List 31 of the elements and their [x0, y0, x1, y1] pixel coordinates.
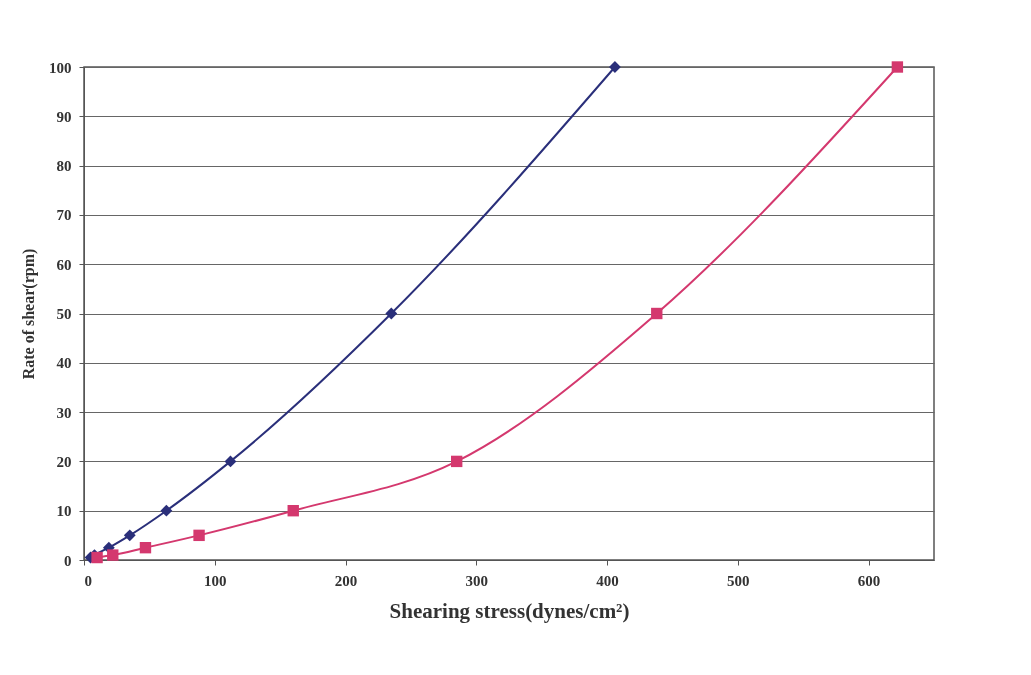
y-axis-title: Rate of shear(rpm)	[20, 248, 38, 380]
y-tick-label: 10	[56, 503, 72, 520]
y-tick-label: 100	[49, 59, 72, 76]
x-tick-label: 600	[857, 572, 881, 589]
x-tick-label: 0	[84, 572, 92, 589]
x-axis-title: Shearing stress(dynes/cm²)	[389, 598, 630, 623]
y-tick-label: 20	[56, 453, 72, 470]
x-tick-label: 100	[204, 572, 227, 589]
y-tick-label: 80	[56, 158, 72, 175]
point	[651, 307, 663, 320]
point	[123, 529, 136, 542]
point	[139, 541, 152, 554]
point	[224, 455, 237, 468]
x-tick-label: 200	[334, 572, 358, 589]
x-tick-label: 500	[727, 572, 750, 589]
y-tick-label: 40	[56, 355, 72, 372]
x-tick-label: 300	[465, 572, 489, 589]
point	[160, 504, 173, 517]
point	[891, 61, 904, 73]
point	[193, 529, 205, 542]
y-tick-label: 0	[64, 552, 72, 569]
x-tick-label: 400	[596, 572, 619, 589]
y-tick-label: 90	[56, 108, 72, 125]
y-tick-label: 60	[56, 256, 72, 273]
point	[107, 549, 119, 561]
point	[287, 505, 299, 517]
y-tick-label: 70	[56, 207, 72, 224]
point	[450, 455, 463, 468]
y-tick-label: 50	[56, 306, 72, 322]
y-tick-label: 30	[56, 404, 72, 421]
point	[385, 307, 398, 320]
